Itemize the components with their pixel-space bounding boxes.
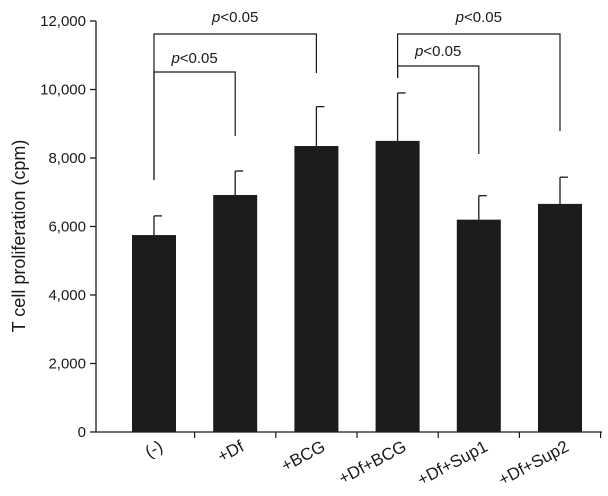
p-symbol: p	[455, 9, 464, 26]
x-tick-label: +Df+BCG	[335, 437, 409, 488]
x-tick-labels: (-) +Df +BCG +Df+BCG +Df+Sup1 +Df+Sup2	[142, 437, 572, 490]
bars	[132, 140, 582, 432]
significance-label: p<0.05	[211, 9, 258, 26]
y-tick-label: 4,000	[48, 287, 86, 304]
y-tick-label: 0	[78, 424, 86, 441]
error-bars	[153, 92, 568, 236]
bar	[375, 140, 420, 432]
p-symbol: p	[211, 9, 220, 26]
bar	[456, 219, 501, 432]
y-tick-label: 2,000	[48, 356, 86, 373]
y-tick-label: 12,000	[40, 13, 86, 30]
bar	[294, 146, 339, 432]
significance-bracket	[153, 71, 236, 180]
p-symbol: p	[170, 50, 179, 67]
significance-bracket	[153, 33, 317, 180]
y-tick-label: 6,000	[48, 219, 86, 236]
bar	[132, 235, 176, 432]
p-threshold: <0.05	[220, 9, 258, 26]
significance-bracket	[397, 33, 561, 131]
y-tick-label: 10,000	[40, 82, 86, 99]
p-threshold: <0.05	[180, 50, 218, 67]
bar	[538, 203, 582, 432]
y-tick-label: 8,000	[48, 150, 86, 167]
x-tick-label: +Df+Sup1	[414, 437, 491, 490]
significance-label: p<0.05	[455, 9, 502, 26]
bar	[213, 194, 258, 432]
y-axis-label: T cell proliferation (cpm)	[9, 140, 29, 333]
x-tick-label: +Df	[214, 437, 247, 467]
p-threshold: <0.05	[464, 9, 502, 26]
significance-label: p<0.05	[170, 50, 217, 67]
significance-label: p<0.05	[414, 43, 461, 60]
significance-bracket	[397, 65, 480, 154]
x-tick-label: +Df+Sup2	[495, 437, 572, 490]
significance-brackets: p<0.05p<0.05p<0.05p<0.05	[153, 9, 561, 180]
x-tick-label: (-)	[142, 437, 166, 462]
x-tick-label: +BCG	[278, 437, 328, 476]
axes: 0 2,000 4,000 6,000 8,000 10,000 12,000	[40, 13, 602, 441]
p-threshold: <0.05	[423, 43, 461, 60]
p-symbol: p	[414, 43, 423, 60]
